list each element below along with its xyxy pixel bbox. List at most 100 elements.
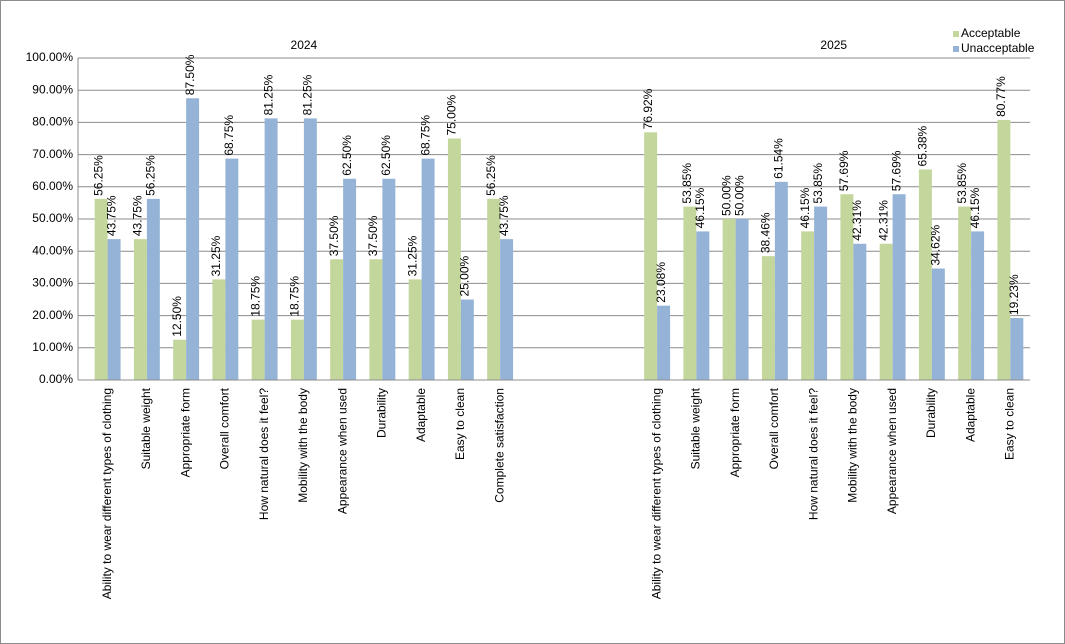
bar [761, 256, 775, 380]
bar [382, 178, 396, 380]
data-label: 46.15% [968, 187, 982, 228]
y-tick-label: 100.00% [26, 50, 74, 64]
legend-label: Unacceptable [961, 41, 1035, 55]
data-label: 23.08% [654, 262, 668, 303]
annotation: 2025 [820, 38, 847, 52]
data-label: 50.00% [719, 175, 733, 216]
data-label: 62.50% [379, 135, 393, 176]
x-tick-label: How natural does it feel? [806, 388, 820, 520]
bar [487, 198, 501, 380]
bar [958, 206, 972, 380]
data-label: 18.75% [248, 276, 262, 317]
y-tick-label: 50.00% [32, 211, 73, 225]
bar [1010, 318, 1024, 380]
data-label: 31.25% [209, 235, 223, 276]
x-tick-label: Appropriate form [728, 388, 742, 477]
x-tick-label: Easy to clean [453, 388, 467, 460]
data-label: 25.00% [458, 255, 472, 296]
data-label: 43.75% [497, 195, 511, 236]
bar [447, 138, 461, 380]
x-tick-label: Overall comfort [767, 387, 781, 469]
legend-swatch [953, 46, 959, 52]
data-label: 18.75% [288, 276, 302, 317]
bar [722, 219, 736, 380]
data-label: 43.75% [104, 195, 118, 236]
data-label: 57.69% [889, 150, 903, 191]
bar [997, 119, 1011, 381]
x-tick-label: Suitable weight [689, 387, 703, 469]
data-label: 12.50% [170, 296, 184, 337]
bar [918, 169, 932, 380]
bar [251, 319, 265, 380]
data-label: 56.25% [91, 155, 105, 196]
data-label: 19.23% [1007, 274, 1021, 315]
data-label: 37.50% [327, 215, 341, 256]
data-label: 80.77% [994, 76, 1008, 117]
y-tick-label: 10.00% [32, 340, 73, 354]
bar [133, 239, 147, 380]
bar [408, 279, 422, 380]
y-tick-label: 30.00% [32, 276, 73, 290]
data-label: 56.25% [144, 155, 158, 196]
x-tick-label: Overall comfort [218, 387, 232, 469]
bar [264, 118, 278, 380]
bar [460, 299, 474, 380]
data-label: 42.31% [850, 200, 864, 241]
annotation: 2024 [291, 38, 318, 52]
data-label: 50.00% [732, 175, 746, 216]
bar [735, 219, 749, 380]
bar [657, 305, 671, 380]
data-label: 62.50% [340, 135, 354, 176]
x-tick-label: How natural does it feel? [257, 388, 271, 520]
bar [774, 181, 788, 380]
legend-swatch [953, 31, 959, 37]
x-tick-label: Appearance when used [885, 388, 899, 514]
bar [971, 231, 985, 380]
data-label: 34.62% [929, 224, 943, 265]
bar [212, 279, 226, 380]
y-tick-label: 0.00% [39, 372, 73, 386]
x-tick-label: Ability to wear different types of cloth… [649, 388, 663, 599]
bar [683, 206, 697, 380]
x-tick-label: Appearance when used [335, 388, 349, 514]
data-label: 53.85% [955, 163, 969, 204]
bar [931, 268, 945, 380]
x-tick-label: Adaptable [414, 388, 428, 442]
x-tick-label: Mobility with the body [846, 388, 860, 503]
y-tick-label: 90.00% [32, 82, 73, 96]
legend-label: Acceptable [961, 26, 1021, 40]
x-tick-label: Adaptable [963, 388, 977, 442]
data-label: 68.75% [418, 115, 432, 156]
bar [146, 198, 160, 380]
data-label: 87.50% [183, 54, 197, 95]
data-label: 42.31% [876, 200, 890, 241]
data-label: 37.50% [366, 215, 380, 256]
data-label: 43.75% [131, 195, 145, 236]
data-label: 68.75% [222, 115, 236, 156]
bar [107, 239, 121, 380]
data-label: 81.25% [261, 74, 275, 115]
bar [173, 339, 187, 380]
bar [225, 158, 239, 380]
bar [853, 243, 867, 380]
bar [814, 206, 828, 380]
bar [303, 118, 317, 380]
data-label: 31.25% [405, 235, 419, 276]
data-label: 76.92% [641, 88, 655, 129]
y-tick-label: 60.00% [32, 179, 73, 193]
bar [644, 132, 658, 380]
bar [94, 198, 108, 380]
data-label: 75.00% [445, 94, 459, 135]
bar [500, 239, 514, 380]
x-tick-label: Appropriate form [178, 388, 192, 477]
data-label: 46.15% [693, 187, 707, 228]
bar [840, 194, 854, 380]
x-tick-label: Durability [375, 388, 389, 438]
data-label: 53.85% [811, 163, 825, 204]
x-tick-label: Complete satisfaction [492, 388, 506, 503]
data-label: 81.25% [301, 74, 315, 115]
y-tick-label: 70.00% [32, 147, 73, 161]
x-tick-label: Ability to wear different types of cloth… [100, 388, 114, 599]
bar [696, 231, 710, 380]
